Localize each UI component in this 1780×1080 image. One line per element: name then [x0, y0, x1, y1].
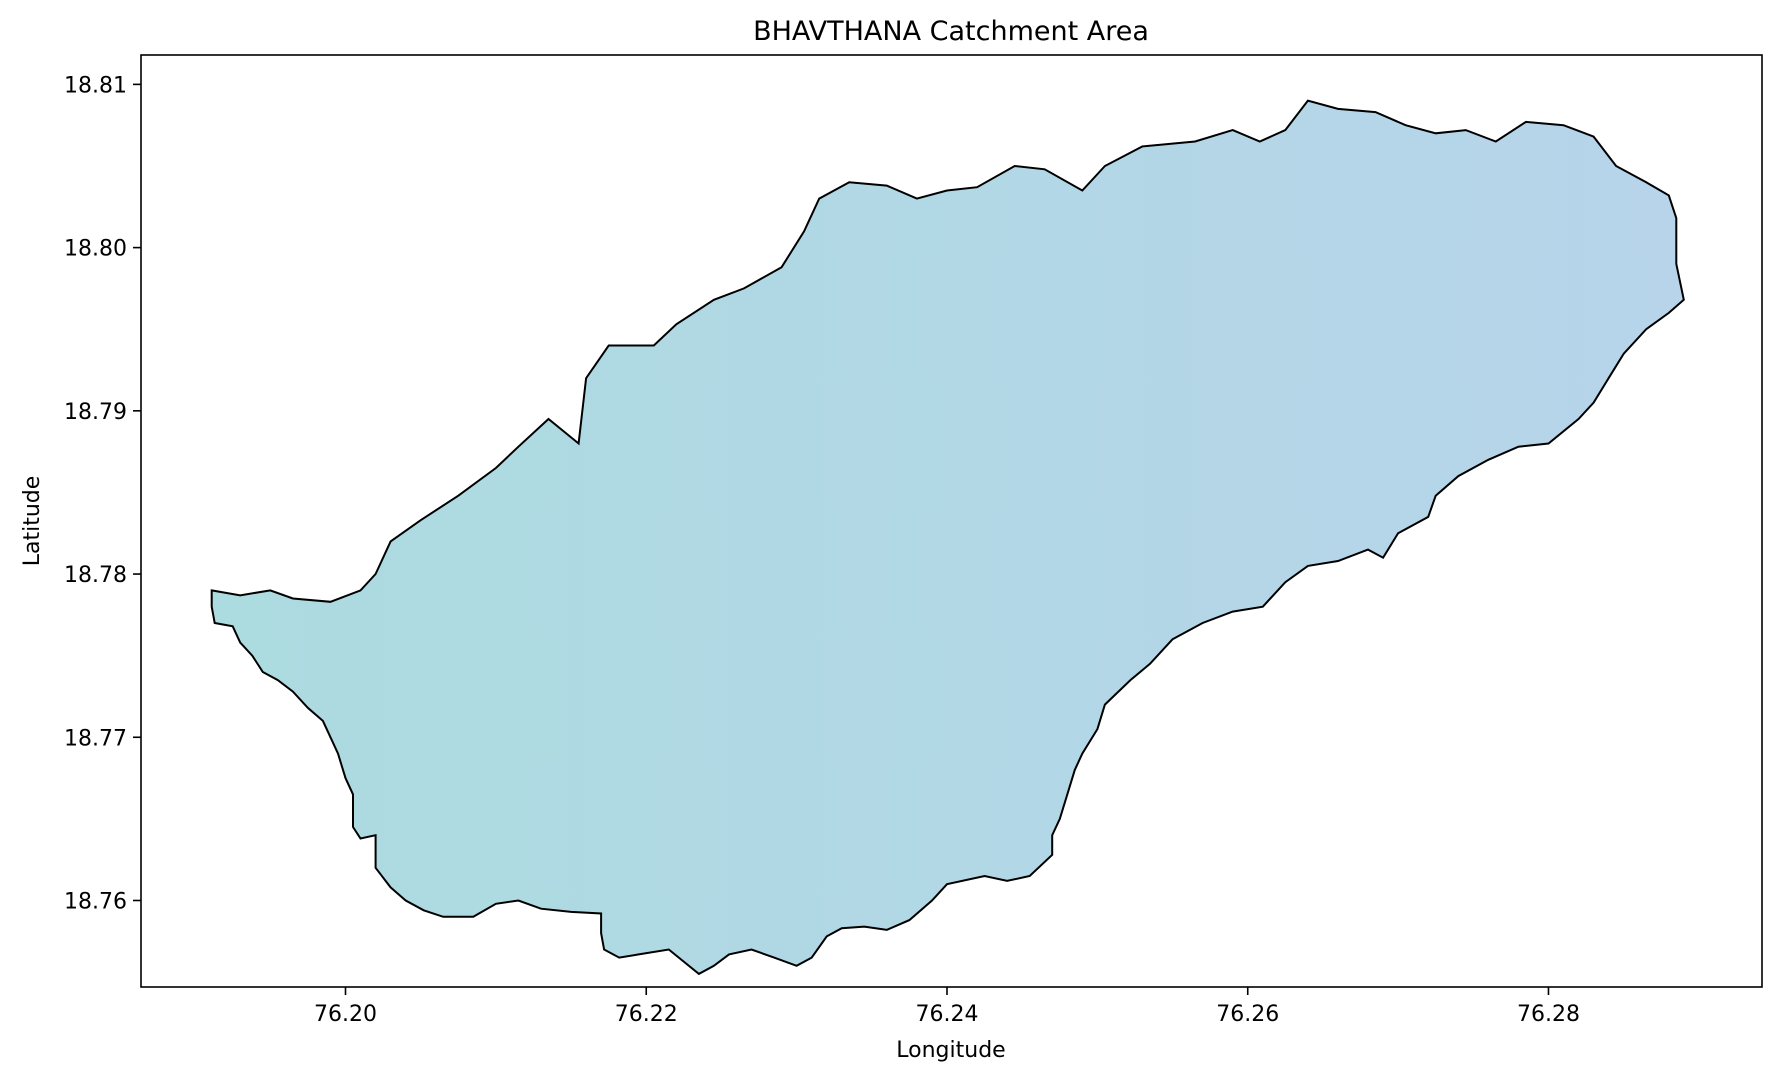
x-axis-ticks: 76.20 76.22 76.24 76.26 76.28 — [314, 987, 1580, 1027]
x-tick-label: 76.24 — [915, 1002, 978, 1027]
x-tick-label: 76.26 — [1216, 1002, 1279, 1027]
plot-frame — [140, 54, 1763, 988]
y-tick-label: 18.79 — [64, 400, 127, 425]
x-tick-label: 76.28 — [1517, 1002, 1580, 1027]
y-tick-label: 18.81 — [64, 73, 127, 98]
y-axis-label: Latitude — [20, 476, 45, 567]
y-tick-label: 18.77 — [64, 726, 127, 751]
chart-title: BHAVTHANA Catchment Area — [753, 16, 1149, 47]
x-axis-label: Longitude — [896, 1038, 1005, 1063]
catchment-area-polygon — [210, 99, 1685, 976]
y-tick-label: 18.80 — [64, 237, 127, 262]
x-tick-label: 76.20 — [314, 1002, 377, 1027]
y-tick-label: 18.76 — [64, 889, 127, 914]
y-axis-ticks: 18.76 18.77 18.78 18.79 18.80 18.81 — [64, 73, 141, 914]
x-tick-label: 76.22 — [615, 1002, 678, 1027]
y-tick-label: 18.78 — [64, 563, 127, 588]
